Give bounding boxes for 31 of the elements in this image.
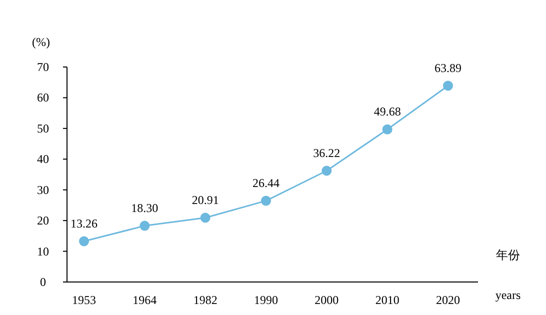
- x-tick-label: 2000: [314, 293, 339, 307]
- point: [200, 212, 210, 223]
- data-label: 26.44: [252, 176, 280, 190]
- y-tick-label: 0: [40, 275, 46, 289]
- point: [140, 220, 150, 231]
- x-tick-label: 1953: [72, 293, 96, 307]
- x-tick-label: 1982: [193, 293, 218, 307]
- data-label: 63.89: [434, 60, 462, 75]
- y-tick-label: 20: [37, 214, 49, 228]
- point: [443, 80, 453, 91]
- y-axis-title: (%): [32, 35, 50, 49]
- y-tick-label: 70: [37, 60, 49, 74]
- data-label: 36.22: [313, 146, 340, 160]
- y-tick-label: 10: [37, 244, 49, 258]
- data-label: 18.30: [131, 200, 158, 215]
- data-label: 20.91: [192, 192, 219, 207]
- data-label: 49.68: [374, 104, 401, 118]
- point: [261, 196, 271, 206]
- x-tick-label: 1990: [254, 293, 278, 307]
- y-tick-label: 50: [37, 121, 49, 136]
- data-label: 13.26: [70, 216, 98, 230]
- x-tick-label: 1964: [132, 293, 157, 307]
- x-tick-label: 2020: [436, 293, 460, 307]
- y-tick-label: 40: [37, 152, 49, 166]
- y-tick-label: 60: [37, 90, 49, 105]
- y-tick-label: 30: [37, 182, 49, 197]
- point: [382, 124, 392, 134]
- text: 年份 years: [495, 248, 521, 302]
- x-tick-label: 2010: [375, 293, 400, 307]
- point: [322, 166, 332, 176]
- point: [79, 236, 89, 246]
